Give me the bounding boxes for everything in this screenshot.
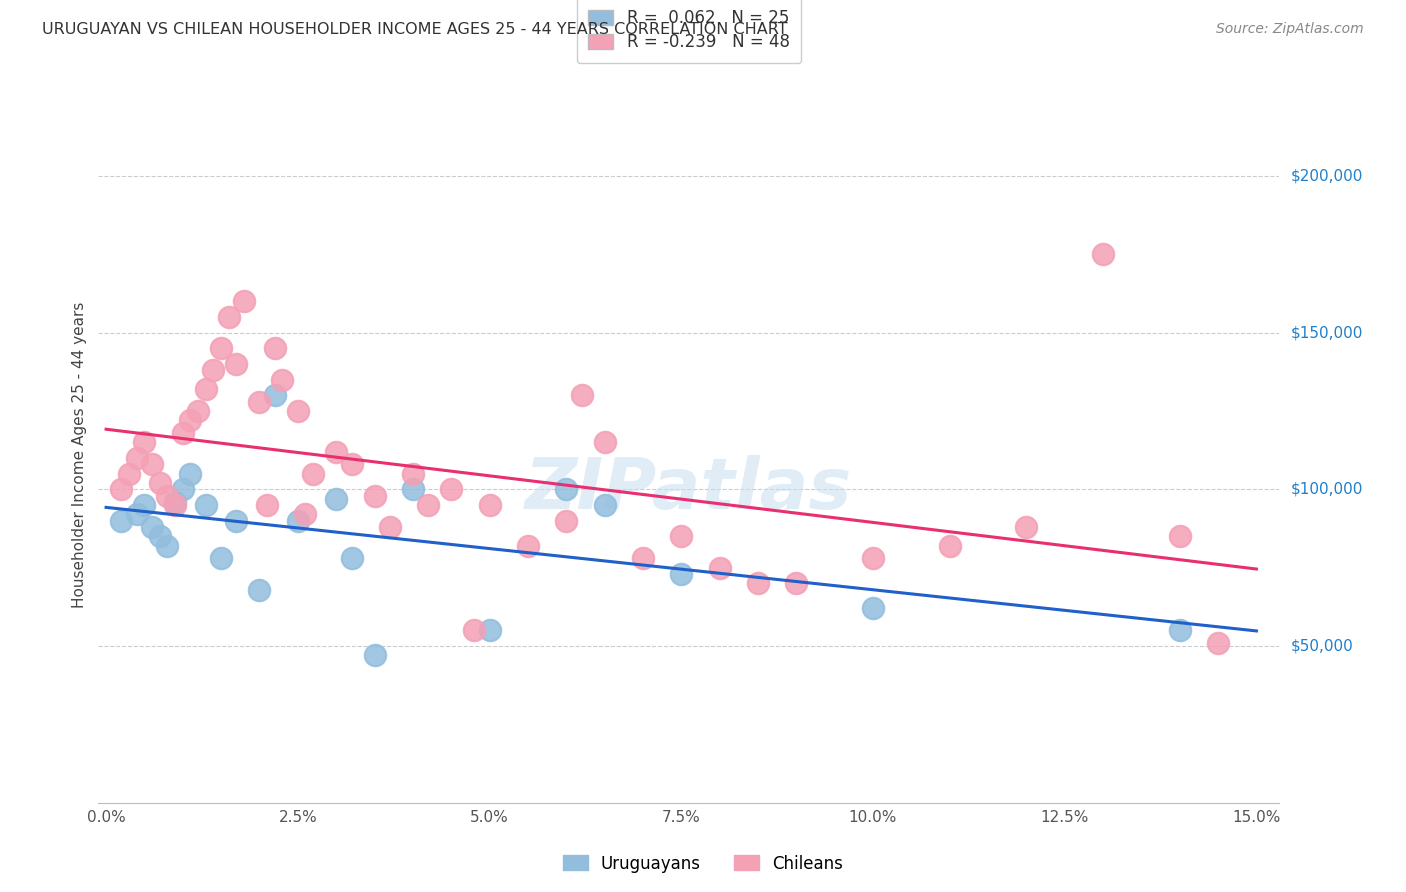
Point: [179, 467, 201, 481]
Point: [125, 451, 148, 466]
Point: [1092, 247, 1115, 261]
Point: [363, 648, 385, 663]
Point: [187, 404, 209, 418]
Point: [440, 483, 463, 497]
Point: [938, 539, 960, 553]
Point: [555, 483, 578, 497]
Point: [172, 425, 194, 440]
Point: [118, 467, 141, 481]
Point: [225, 357, 247, 371]
Text: Source: ZipAtlas.com: Source: ZipAtlas.com: [1216, 22, 1364, 37]
Point: [363, 489, 385, 503]
Point: [225, 514, 247, 528]
Point: [478, 498, 501, 512]
Point: [593, 435, 616, 450]
Text: $50,000: $50,000: [1291, 639, 1354, 654]
Legend: Uruguayans, Chileans: Uruguayans, Chileans: [555, 848, 851, 880]
Point: [149, 476, 172, 491]
Point: [172, 483, 194, 497]
Text: $100,000: $100,000: [1291, 482, 1362, 497]
Point: [134, 498, 156, 512]
Point: [165, 498, 187, 512]
Point: [156, 539, 179, 553]
Point: [271, 373, 294, 387]
Text: URUGUAYAN VS CHILEAN HOUSEHOLDER INCOME AGES 25 - 44 YEARS CORRELATION CHART: URUGUAYAN VS CHILEAN HOUSEHOLDER INCOME …: [42, 22, 787, 37]
Point: [325, 491, 347, 506]
Point: [165, 495, 187, 509]
Point: [233, 294, 256, 309]
Text: ZIPatlas: ZIPatlas: [526, 455, 852, 524]
Point: [378, 520, 401, 534]
Point: [571, 388, 593, 402]
Point: [1206, 636, 1229, 650]
Point: [209, 551, 232, 566]
Legend: R =  0.062   N = 25, R = -0.239   N = 48: R = 0.062 N = 25, R = -0.239 N = 48: [576, 0, 801, 63]
Point: [418, 498, 440, 512]
Point: [263, 388, 285, 402]
Point: [478, 624, 501, 638]
Point: [194, 498, 217, 512]
Point: [1168, 624, 1191, 638]
Point: [110, 514, 132, 528]
Point: [747, 576, 769, 591]
Point: [709, 560, 731, 574]
Point: [256, 498, 278, 512]
Point: [294, 508, 316, 522]
Point: [218, 310, 240, 324]
Point: [249, 582, 271, 597]
Point: [287, 514, 309, 528]
Point: [593, 498, 616, 512]
Point: [325, 444, 347, 458]
Point: [141, 458, 163, 472]
Text: $150,000: $150,000: [1291, 326, 1362, 340]
Point: [862, 601, 884, 615]
Point: [671, 529, 693, 543]
Point: [209, 342, 232, 356]
Point: [202, 363, 225, 377]
Point: [149, 529, 172, 543]
Point: [402, 483, 425, 497]
Point: [287, 404, 309, 418]
Y-axis label: Householder Income Ages 25 - 44 years: Householder Income Ages 25 - 44 years: [72, 301, 87, 608]
Point: [110, 483, 132, 497]
Point: [340, 551, 363, 566]
Point: [194, 382, 217, 396]
Point: [631, 551, 654, 566]
Point: [156, 489, 179, 503]
Point: [1015, 520, 1038, 534]
Point: [134, 435, 156, 450]
Point: [125, 508, 148, 522]
Point: [402, 467, 425, 481]
Point: [516, 539, 538, 553]
Point: [555, 514, 578, 528]
Point: [785, 576, 807, 591]
Point: [862, 551, 884, 566]
Point: [340, 458, 363, 472]
Text: $200,000: $200,000: [1291, 169, 1362, 184]
Point: [263, 342, 285, 356]
Point: [179, 413, 201, 427]
Point: [141, 520, 163, 534]
Point: [302, 467, 325, 481]
Point: [249, 394, 271, 409]
Point: [463, 624, 485, 638]
Point: [1168, 529, 1191, 543]
Point: [671, 567, 693, 582]
